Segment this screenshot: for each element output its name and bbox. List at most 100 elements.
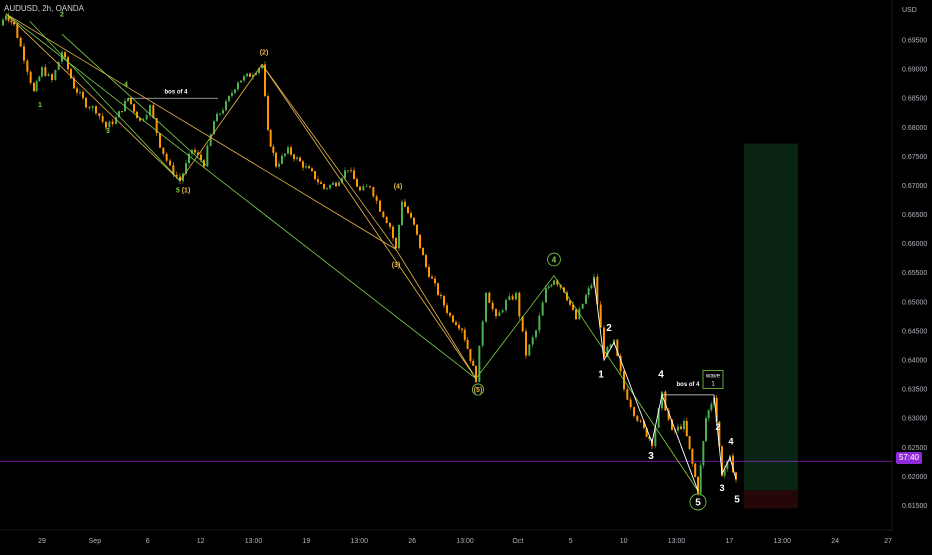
candle-body: [234, 89, 236, 93]
wave-line-subwave: [593, 278, 699, 492]
candle-body: [603, 327, 605, 358]
price-tick-label: 0.62500: [902, 445, 927, 452]
candle-body: [550, 284, 553, 287]
candle-body: [172, 165, 175, 175]
symbol-title[interactable]: AUDUSD, 2h, OANDA: [4, 4, 85, 13]
candle-body: [350, 170, 352, 172]
candle-body: [385, 217, 388, 224]
current-price-badge: 57:40: [896, 452, 922, 464]
candle-body: [379, 200, 381, 212]
candle-body: [169, 160, 171, 166]
candle-body: [284, 153, 286, 156]
candle-body: [293, 154, 295, 159]
time-tick-label: 26: [408, 538, 416, 545]
candle-body: [347, 170, 349, 172]
price-tick-label: 0.66000: [902, 241, 927, 248]
candle-body: [365, 186, 368, 187]
candle-body: [639, 420, 642, 422]
candle-body: [105, 121, 107, 128]
candle-body: [209, 134, 212, 146]
time-tick-label: 19: [302, 538, 310, 545]
time-tick-label: 24: [831, 538, 839, 545]
wave-label: 2: [60, 12, 64, 19]
candle-body: [705, 418, 707, 442]
candle-body: [531, 337, 534, 345]
candle-body: [382, 211, 385, 218]
price-tick-label: 0.67500: [902, 154, 927, 161]
time-tick-label: 13:00: [668, 538, 686, 545]
candle-body: [216, 113, 218, 122]
candle-body: [715, 397, 718, 422]
candle-body: [287, 147, 289, 154]
candle-body: [121, 111, 123, 112]
candle-body: [521, 316, 524, 332]
price-tick-label: 0.64000: [902, 358, 927, 365]
wave-label: 2: [606, 323, 612, 334]
candle-body: [332, 182, 334, 185]
candle-body: [302, 161, 304, 168]
currency-label: USD: [902, 7, 917, 14]
candle-body: [98, 113, 101, 117]
candle-body: [648, 436, 651, 440]
time-axis[interactable]: 29 Sep 6 12 13:00 19 13:00 26 13:00 Oct 5 10 13:00 17…: [38, 538, 892, 545]
candle-body: [422, 248, 424, 256]
wave-label: 3: [106, 128, 110, 135]
candle-body: [475, 365, 477, 382]
candle-body: [246, 73, 248, 77]
candle-body: [188, 153, 190, 164]
candle-body: [13, 22, 15, 25]
wave-label: 3: [648, 451, 654, 462]
candle-body: [29, 71, 32, 83]
candle-body: [596, 276, 599, 305]
time-tick-label: Oct: [512, 538, 523, 545]
candle-body: [515, 292, 517, 300]
candle-body: [323, 183, 325, 189]
candle-body: [683, 420, 685, 429]
candle-body: [710, 404, 713, 410]
candle-body: [127, 98, 129, 101]
candle-body: [398, 224, 400, 249]
candle-body: [726, 460, 729, 469]
candle-body: [111, 121, 114, 124]
candle-body: [240, 80, 242, 83]
candle-body: [416, 224, 418, 235]
candle-body: [518, 292, 521, 317]
wave-line-corrective: [61, 33, 207, 166]
candle-body: [472, 360, 475, 366]
candle-body: [458, 325, 460, 329]
candle-body: [505, 300, 507, 311]
candle-body: [26, 60, 29, 72]
candle-body: [437, 283, 439, 295]
candle-body: [691, 448, 694, 464]
candle-body: [585, 295, 587, 304]
candle-body: [308, 166, 310, 169]
candle-body: [528, 344, 531, 356]
candle-body: [664, 391, 667, 411]
candle-body: [556, 280, 559, 285]
candle-body: [697, 477, 699, 494]
candle-body: [16, 24, 19, 38]
candle-body: [130, 98, 132, 105]
candle-body: [38, 76, 41, 82]
candle-body: [713, 397, 715, 405]
candle-body: [463, 329, 466, 340]
time-tick-label: 13:00: [350, 538, 368, 545]
candle-body: [162, 147, 165, 154]
candle-body: [428, 266, 430, 277]
candle-body: [449, 312, 451, 316]
wave-label-ring: [689, 493, 707, 511]
candle-body: [553, 280, 555, 285]
wave-label: 4: [658, 369, 664, 380]
candle-body: [317, 179, 319, 183]
candle-body: [410, 213, 412, 218]
candle-body: [228, 95, 230, 102]
candle-body: [338, 182, 340, 187]
price-axis[interactable]: 0.69500 0.69000 0.68500 0.68000 0.67500 0.670…: [902, 38, 927, 510]
candle-body: [165, 153, 168, 161]
candle-body: [305, 166, 307, 168]
candle-body: [5, 15, 7, 20]
target-zone: [744, 143, 798, 491]
price-tick-label: 0.69500: [902, 38, 927, 45]
